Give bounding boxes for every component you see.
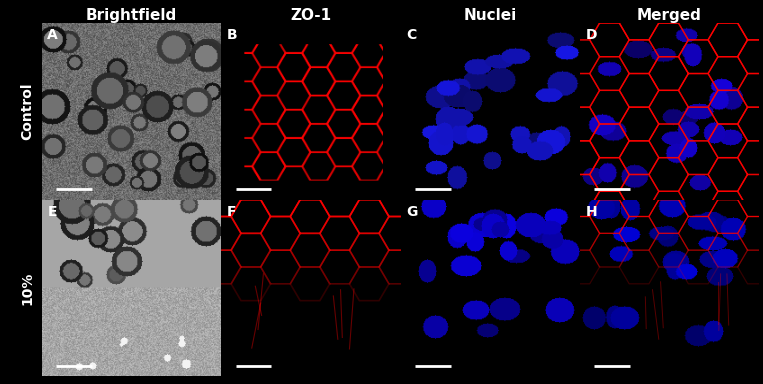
Text: Nuclei: Nuclei (464, 8, 517, 23)
Text: Control: Control (21, 83, 34, 140)
Text: D: D (585, 28, 597, 42)
Text: E: E (47, 205, 57, 219)
Text: B: B (227, 28, 237, 42)
Text: 10%: 10% (21, 271, 34, 305)
Text: F: F (227, 205, 237, 219)
Text: Brightfield: Brightfield (86, 8, 177, 23)
Text: H: H (585, 205, 597, 219)
Text: C: C (406, 28, 416, 42)
Text: A: A (47, 28, 58, 42)
Text: ZO-1: ZO-1 (291, 8, 331, 23)
Text: Merged: Merged (637, 8, 702, 23)
Text: G: G (406, 205, 417, 219)
